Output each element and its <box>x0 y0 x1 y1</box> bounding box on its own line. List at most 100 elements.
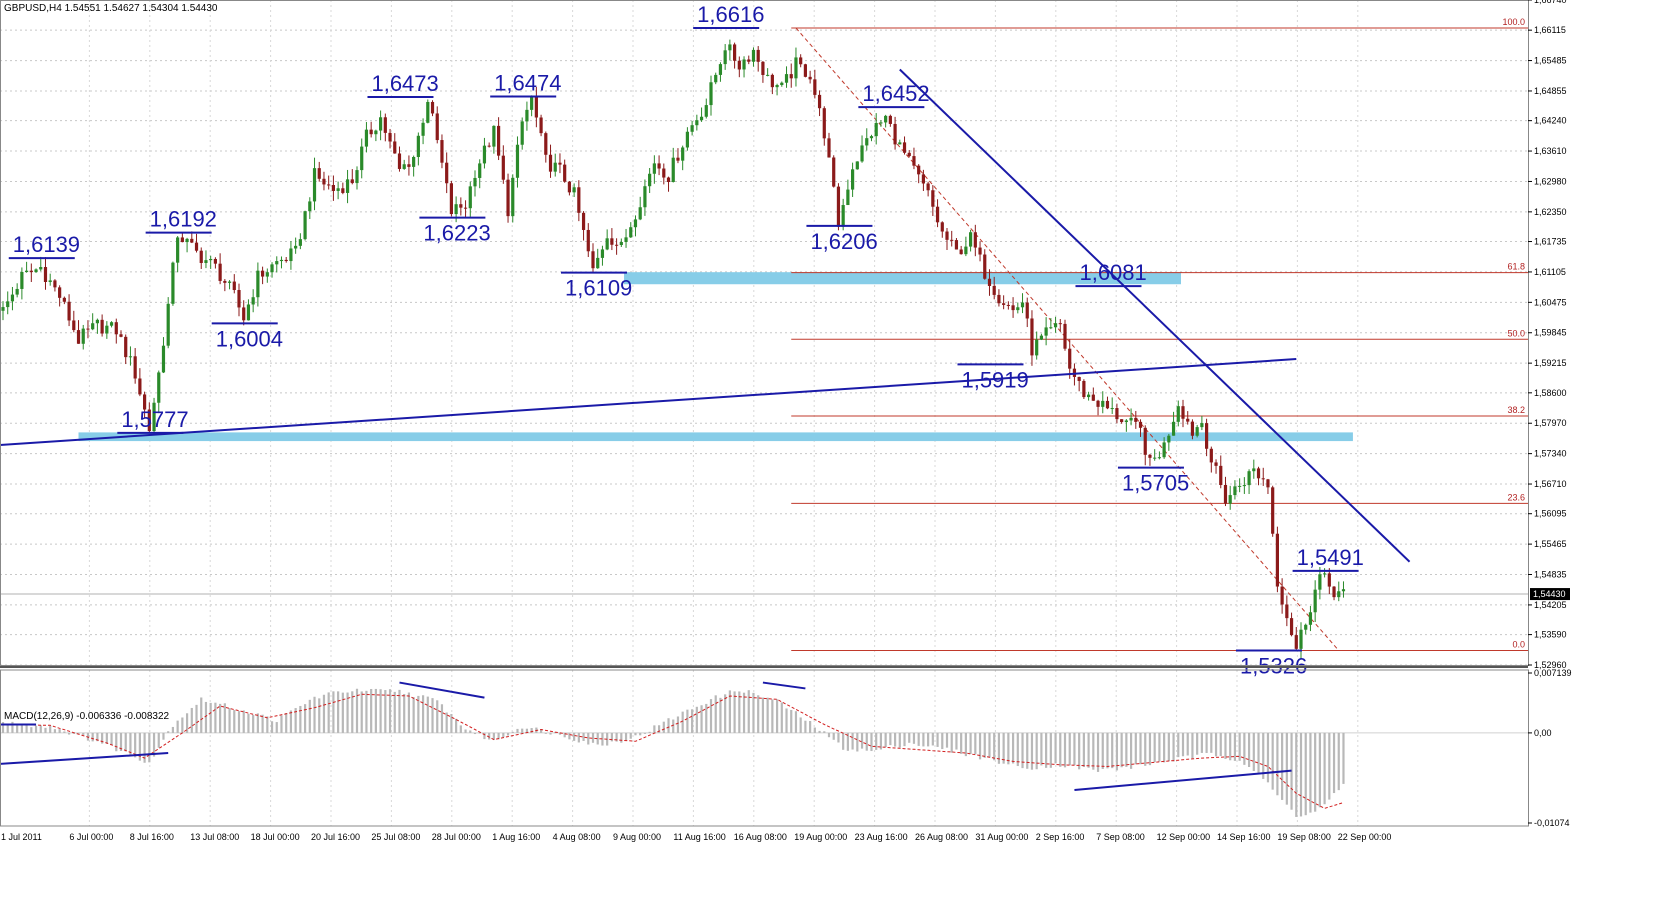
candle-body <box>364 129 369 147</box>
macd-histogram-bar <box>58 729 61 733</box>
macd-histogram-bar <box>1309 732 1312 813</box>
time-axis-label: 11 Aug 16:00 <box>673 832 725 842</box>
candle-body <box>1049 327 1053 329</box>
time-axis-label: 23 Aug 16:00 <box>855 832 908 842</box>
candle-body <box>331 185 335 191</box>
macd-histogram-bar <box>1035 732 1038 770</box>
macd-histogram-bar <box>691 709 694 733</box>
candle-body <box>416 135 420 157</box>
time-axis-label: 31 Aug 00:00 <box>975 832 1028 842</box>
candle-body <box>813 79 817 95</box>
macd-histogram-bar <box>1177 732 1180 758</box>
candle-body <box>435 113 439 141</box>
candle-body <box>520 121 524 145</box>
candle-body <box>227 281 232 283</box>
macd-divergence-line <box>1074 769 1292 791</box>
macd-histogram-bar <box>398 689 401 733</box>
macd-histogram-bar <box>1139 732 1142 765</box>
candle-body <box>879 122 883 124</box>
macd-histogram-bar <box>1045 732 1048 768</box>
candle-body <box>1 307 5 311</box>
candle-body <box>959 249 963 255</box>
candle-body <box>1299 629 1303 649</box>
candle-body <box>1318 574 1322 590</box>
candle-body <box>865 138 869 146</box>
candle-body <box>1101 400 1105 407</box>
macd-histogram-bar <box>20 723 23 733</box>
swing-label: 1,6616 <box>697 2 764 27</box>
candle-body <box>1223 484 1228 504</box>
fib-level-label: 50.0 <box>1507 328 1525 338</box>
candle-body <box>407 164 411 167</box>
candle-body <box>1275 533 1279 587</box>
macd-histogram-bar <box>837 732 840 743</box>
candle-body <box>1124 420 1128 423</box>
candle-body <box>157 372 161 403</box>
macd-histogram-bar <box>370 688 373 733</box>
candle-body <box>633 219 638 228</box>
candle-body <box>723 50 727 65</box>
macd-histogram-bar <box>983 732 986 758</box>
candle-body <box>983 254 987 279</box>
candle-body <box>1167 435 1171 443</box>
macd-panel <box>0 681 1528 817</box>
price-axis-label: 1,64240 <box>1534 116 1567 126</box>
candle-body <box>652 163 656 174</box>
macd-histogram-bar <box>969 732 972 754</box>
macd-histogram-bar <box>1101 732 1104 769</box>
candle-body <box>1228 495 1232 504</box>
candle-body <box>704 105 708 117</box>
price-axis-label: 1,63610 <box>1534 146 1567 156</box>
macd-histogram-bar <box>1196 732 1199 755</box>
macd-histogram-bar <box>804 720 807 733</box>
price-axis-label: 1,66740 <box>1534 0 1567 5</box>
macd-histogram-bar <box>700 705 703 733</box>
candle-body <box>194 242 199 251</box>
candle-body <box>180 237 184 243</box>
macd-histogram-bar <box>152 732 156 757</box>
candle-body <box>921 174 925 184</box>
candle-body <box>1120 419 1124 423</box>
resistance-zone <box>624 272 1181 285</box>
falling-resistance-line <box>899 68 1411 563</box>
macd-histogram-bar <box>1214 732 1218 757</box>
macd-histogram-bar <box>421 695 425 733</box>
candle-body <box>511 177 515 217</box>
time-axis-label: 12 Sep 00:00 <box>1157 832 1211 842</box>
macd-histogram-bar <box>818 730 821 733</box>
macd-histogram-bar <box>719 697 722 733</box>
candle-body <box>709 82 713 106</box>
time-axis-label: 13 Jul 08:00 <box>190 832 239 842</box>
candle-body <box>1143 427 1147 455</box>
candle-body <box>459 204 463 208</box>
candle-body <box>1039 335 1043 340</box>
macd-histogram-bar <box>440 704 444 733</box>
macd-histogram-bar <box>341 692 344 733</box>
macd-histogram-bar <box>615 732 618 742</box>
time-axis-label: 6 Jul 00:00 <box>69 832 113 842</box>
macd-divergence-line <box>399 681 485 699</box>
candle-body <box>1323 573 1327 575</box>
macd-histogram-bar <box>436 700 439 733</box>
candle-body <box>728 44 732 51</box>
macd-histogram-bar <box>870 732 873 752</box>
macd-histogram-bar <box>431 698 434 733</box>
candle-body <box>902 142 907 153</box>
candle-body <box>1294 635 1298 649</box>
macd-histogram-bar <box>181 717 184 733</box>
macd-histogram-bar <box>676 716 680 733</box>
macd-histogram-bar <box>964 732 967 757</box>
macd-histogram-bar <box>332 691 335 733</box>
macd-histogram-bar <box>337 691 340 733</box>
time-axis-label: 14 Sep 16:00 <box>1217 832 1271 842</box>
macd-histogram-bar <box>530 728 533 733</box>
chart-title: GBPUSD,H4 1.54551 1.54627 1.54304 1.5443… <box>4 3 218 14</box>
swing-label: 1,6004 <box>216 326 283 351</box>
price-axis-label: 1,54835 <box>1534 570 1567 580</box>
macd-histogram-bar <box>167 731 170 733</box>
macd-histogram-bar <box>426 696 429 733</box>
macd-histogram-bar <box>228 708 231 733</box>
candle-body <box>969 232 973 247</box>
candle-body <box>72 320 76 331</box>
macd-histogram-bar <box>1087 732 1090 768</box>
